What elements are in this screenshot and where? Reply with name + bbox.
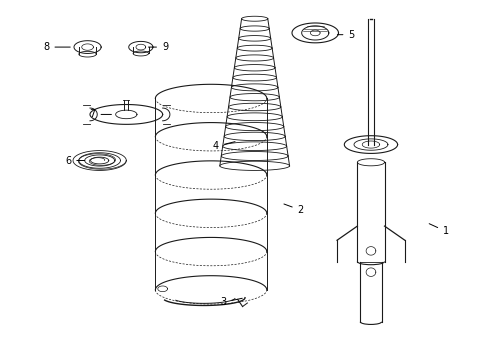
Text: 5: 5 [338,30,355,40]
Text: 6: 6 [65,156,85,166]
Text: 9: 9 [148,42,168,52]
Text: 8: 8 [43,42,70,52]
Text: 3: 3 [220,297,242,307]
Text: 1: 1 [429,224,449,237]
Text: 7: 7 [89,109,111,120]
Text: 2: 2 [284,204,304,215]
Text: 4: 4 [213,141,235,151]
